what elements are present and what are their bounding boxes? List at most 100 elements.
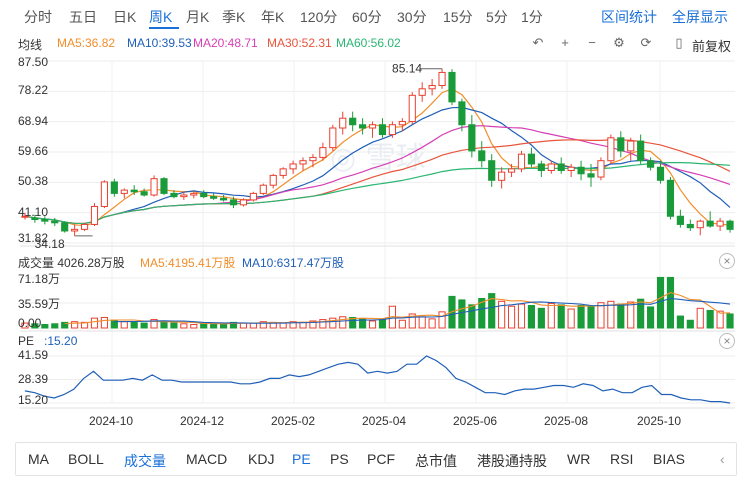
candle bbox=[190, 191, 198, 199]
volume-bar bbox=[468, 304, 476, 329]
candle bbox=[200, 190, 208, 199]
indicator-scroll-icon[interactable]: ‹ bbox=[720, 451, 725, 467]
indicator-5[interactable]: KDJ bbox=[248, 451, 275, 467]
indicator-9[interactable]: 总市值 bbox=[415, 453, 457, 469]
indicator-11[interactable]: WR bbox=[567, 451, 591, 467]
candle bbox=[607, 134, 615, 164]
candle bbox=[309, 154, 317, 168]
tab-6[interactable]: 季K bbox=[222, 9, 246, 25]
indicator-8[interactable]: PCF bbox=[367, 451, 395, 467]
volume-bar bbox=[200, 323, 208, 329]
volume-bar bbox=[239, 322, 248, 329]
tab-7[interactable]: 年K bbox=[261, 9, 285, 25]
candle bbox=[637, 134, 645, 164]
indicator-1[interactable]: MA bbox=[28, 451, 49, 467]
tab-2[interactable]: 五日 bbox=[69, 9, 97, 25]
ma-legend-item: MA5:36.82 bbox=[57, 36, 116, 50]
zoom-in-icon[interactable]: + bbox=[561, 35, 569, 50]
pe-tick: 28.39 bbox=[18, 371, 49, 386]
tab-5[interactable]: 月K bbox=[186, 9, 210, 25]
tab-10[interactable]: 30分 bbox=[397, 9, 427, 25]
price-tick: 68.94 bbox=[18, 113, 49, 128]
candle bbox=[398, 118, 406, 132]
candle bbox=[150, 175, 158, 197]
fullscreen-link[interactable]: 全屏显示 bbox=[672, 9, 728, 25]
volume-bar bbox=[418, 316, 426, 329]
candle bbox=[676, 209, 684, 228]
indicator-6[interactable]: PE bbox=[292, 451, 311, 467]
high-label: 85.14 bbox=[392, 62, 422, 76]
zoom-out-icon[interactable]: − bbox=[588, 35, 596, 50]
tab-12[interactable]: 5分 bbox=[486, 9, 508, 25]
candle bbox=[656, 160, 665, 184]
indicator-7[interactable]: PS bbox=[330, 451, 349, 467]
volume-bar bbox=[289, 321, 297, 329]
candle bbox=[51, 217, 59, 227]
x-tick: 2025-08 bbox=[544, 414, 589, 428]
volume-legend-title: 成交量 4026.28万股 bbox=[18, 256, 125, 270]
volume-bar bbox=[517, 303, 526, 329]
volume-bar bbox=[61, 321, 69, 329]
indicator-bar: MA BOLL 成交量 MACD KDJ PE PS PCF 总市值 港股通持股 WR RSI BIAS… bbox=[15, 442, 737, 476]
candle bbox=[438, 68, 446, 89]
candle bbox=[239, 198, 248, 207]
undo-icon[interactable]: ↶ bbox=[532, 35, 544, 50]
price-tick: 50.38 bbox=[18, 174, 49, 189]
tab-13[interactable]: 1分 bbox=[521, 9, 543, 25]
candle bbox=[388, 121, 396, 138]
indicator-12[interactable]: RSI bbox=[610, 451, 634, 467]
indicator-4[interactable]: MACD bbox=[186, 451, 228, 467]
candle bbox=[210, 193, 218, 200]
volume-bar bbox=[130, 321, 138, 329]
candle bbox=[537, 160, 545, 178]
volume-bar bbox=[488, 293, 496, 329]
indicator-10[interactable]: 港股通持股 bbox=[477, 453, 547, 469]
x-tick: 2025-10 bbox=[637, 414, 682, 428]
candle bbox=[359, 118, 367, 135]
ma60-line bbox=[24, 162, 731, 225]
volume-bar bbox=[587, 306, 595, 329]
volume-bar bbox=[458, 299, 466, 329]
indicator-13[interactable]: BIAS bbox=[653, 451, 685, 467]
candle bbox=[140, 188, 148, 197]
volume-bar bbox=[378, 319, 387, 329]
candle bbox=[160, 177, 168, 196]
close-volume-icon[interactable]: × bbox=[719, 253, 735, 269]
volume-bar bbox=[319, 319, 327, 329]
candle bbox=[686, 219, 694, 231]
candle bbox=[180, 191, 188, 200]
indicator-3[interactable]: 成交量 bbox=[124, 453, 166, 469]
volume-bar bbox=[259, 321, 267, 329]
adjust-toggle[interactable]: 前复权 bbox=[692, 39, 732, 54]
volume-bars bbox=[21, 276, 734, 329]
indicator-2[interactable]: BOLL bbox=[68, 451, 104, 467]
candle bbox=[229, 196, 238, 209]
tab-11[interactable]: 15分 bbox=[443, 9, 473, 25]
tab-1[interactable]: 分时 bbox=[24, 9, 52, 25]
volume-bar bbox=[547, 302, 555, 329]
volume-bar bbox=[607, 300, 615, 329]
candle bbox=[120, 188, 128, 199]
volume-bar bbox=[349, 316, 357, 329]
tab-4[interactable]: 周K bbox=[149, 9, 173, 25]
volume-bar bbox=[100, 316, 108, 329]
volume-bar bbox=[577, 305, 585, 329]
tab-8[interactable]: 120分 bbox=[300, 9, 338, 25]
volume-bar bbox=[140, 322, 148, 329]
range-stats-link[interactable]: 区间统计 bbox=[601, 9, 657, 25]
price-tick: 41.10 bbox=[18, 204, 49, 219]
reset-icon[interactable]: ⟳ bbox=[640, 35, 652, 50]
watermark: ◎ 雪球 bbox=[330, 141, 426, 176]
close-pe-icon[interactable]: × bbox=[719, 333, 735, 349]
tab-9[interactable]: 60分 bbox=[352, 9, 382, 25]
candle bbox=[71, 224, 79, 236]
settings-icon[interactable]: ⚙ bbox=[613, 35, 625, 50]
volume-bar bbox=[537, 307, 545, 329]
volume-bar bbox=[557, 304, 565, 329]
candle bbox=[507, 163, 516, 178]
volume-bar bbox=[71, 321, 79, 329]
tab-3[interactable]: 日K bbox=[113, 9, 137, 25]
volume-bar bbox=[249, 322, 257, 329]
candle bbox=[706, 211, 714, 228]
candle bbox=[716, 217, 724, 231]
